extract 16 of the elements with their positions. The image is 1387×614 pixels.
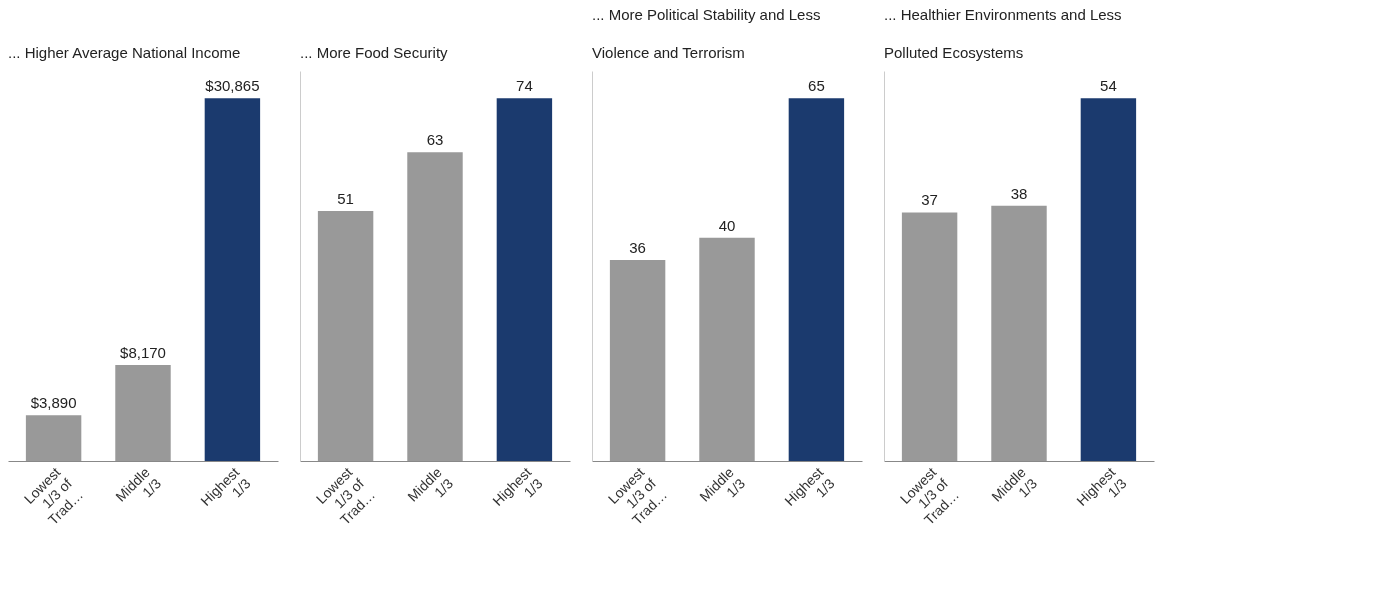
data-label: 37 bbox=[921, 191, 938, 209]
data-label: 40 bbox=[718, 216, 736, 234]
data-label: $3,890 bbox=[30, 394, 77, 412]
chart-title: ... More Political Stability and Less Violence and Terrorism bbox=[592, 6, 821, 61]
data-label: 65 bbox=[808, 77, 825, 95]
chart-title: ... More Food Security bbox=[300, 44, 449, 61]
data-label: $8,170 bbox=[120, 343, 166, 361]
data-label: 38 bbox=[1010, 184, 1028, 202]
data-label: $30,865 bbox=[205, 77, 260, 95]
chart-title: ... Healthier Environments and Less Polluted Ecosystems bbox=[884, 6, 1122, 61]
data-label: 54 bbox=[1100, 77, 1117, 95]
data-label: 51 bbox=[337, 190, 354, 208]
chart-title: ... Higher Average National Income bbox=[8, 44, 241, 61]
data-label: 63 bbox=[426, 131, 444, 149]
data-label: 36 bbox=[629, 239, 646, 257]
data-label: 74 bbox=[516, 77, 533, 95]
